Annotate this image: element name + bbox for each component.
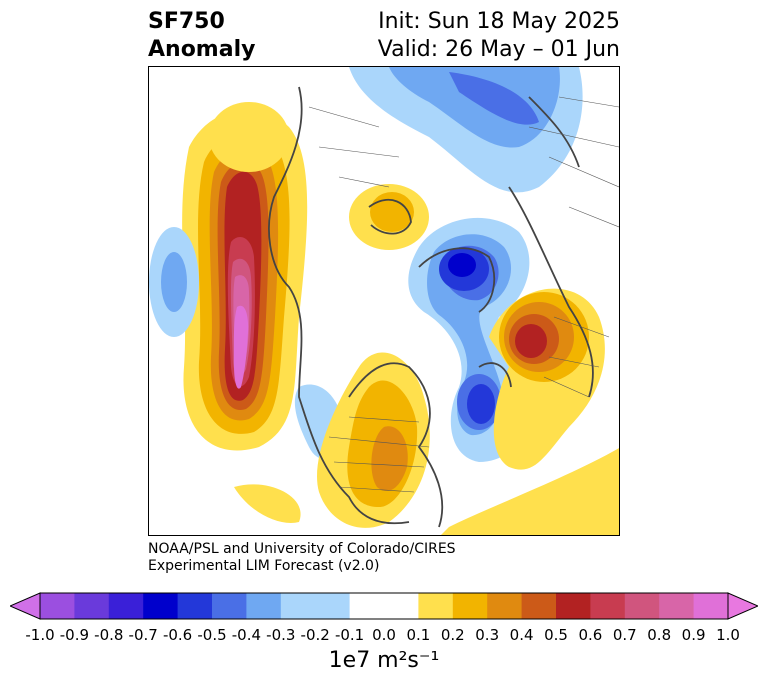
colorbar-tick-label: -0.2 <box>300 626 330 644</box>
title-variable: SF750 <box>148 9 225 34</box>
borders <box>308 96 619 493</box>
colorbar-segment <box>74 593 110 619</box>
map-panel <box>148 66 620 536</box>
colorbar-tick-label: 0.3 <box>475 626 500 644</box>
colorbar-over-arrow <box>727 592 758 620</box>
anomaly-map <box>149 67 619 535</box>
colorbar-tick-label: 0.5 <box>544 626 568 644</box>
colorbar-segment <box>452 593 488 619</box>
positive-anomaly-north-america <box>234 352 619 535</box>
credit-line-1: NOAA/PSL and University of Colorado/CIRE… <box>148 541 456 557</box>
colorbar-segment <box>349 593 385 619</box>
colorbar-boxes <box>10 592 758 620</box>
colorbar-tick-label: -0.3 <box>266 626 296 644</box>
credit-text: NOAA/PSL and University of Colorado/CIRE… <box>148 541 456 575</box>
colorbar-segment <box>693 593 729 619</box>
colorbar-segment <box>590 593 626 619</box>
forecast-dates: Init: Sun 18 May 2025 Valid: 26 May – 01… <box>378 8 620 64</box>
colorbar-segment <box>659 593 695 619</box>
colorbar-under-arrow <box>10 592 41 620</box>
colorbar-segment <box>556 593 591 619</box>
title-kind: Anomaly <box>148 37 256 62</box>
colorbar-tick-label: -0.8 <box>94 626 124 644</box>
colorbar <box>10 592 758 620</box>
negative-anomaly-west-pacific <box>149 227 199 337</box>
colorbar-tick-label: -0.4 <box>231 626 262 644</box>
plot-title: SF750 Anomaly <box>148 8 255 64</box>
colorbar-segment <box>418 593 454 619</box>
init-date: Init: Sun 18 May 2025 <box>378 9 620 34</box>
colorbar-tick-label: 0.8 <box>647 626 672 644</box>
colorbar-tick-label: 0.9 <box>681 626 706 644</box>
colorbar-segment <box>177 593 213 619</box>
positive-anomaly-arctic <box>209 102 429 250</box>
colorbar-tick-label: -0.6 <box>162 626 193 644</box>
colorbar-tick-label: -0.1 <box>334 626 365 644</box>
colorbar-segment <box>143 593 179 619</box>
colorbar-units: 1e7 m²s⁻¹ <box>328 648 440 673</box>
colorbar-tick-label: -0.9 <box>59 626 90 644</box>
colorbar-tick-label: -1.0 <box>25 626 55 644</box>
colorbar-segment <box>624 593 660 619</box>
positive-anomaly-europe <box>489 288 605 470</box>
colorbar-tick-label: -0.7 <box>128 626 158 644</box>
colorbar-ticks: -1.0 -0.9 -0.8 -0.7 -0.6 -0.5 -0.4 -0.3 -0.2 -0.1… <box>0 626 768 646</box>
colorbar-segment <box>315 593 351 619</box>
colorbar-segment <box>487 593 523 619</box>
colorbar-tick-label: 0.0 <box>372 626 396 644</box>
colorbar-segment <box>384 593 419 619</box>
colorbar-segment <box>246 593 282 619</box>
colorbar-tick-label: 0.1 <box>406 626 431 644</box>
valid-date: Valid: 26 May – 01 Jun <box>377 37 620 62</box>
colorbar-tick-label: -0.5 <box>197 626 227 644</box>
colorbar-tick-label: 1.0 <box>716 626 740 644</box>
colorbar-tick-label: 0.2 <box>440 626 465 644</box>
colorbar-segment <box>212 593 247 619</box>
colorbar-segment <box>521 593 557 619</box>
colorbar-tick-label: 0.6 <box>578 626 603 644</box>
colorbar-tick-label: 0.7 <box>612 626 637 644</box>
credit-line-2: Experimental LIM Forecast (v2.0) <box>148 558 380 574</box>
coastlines <box>268 86 594 528</box>
colorbar-segment <box>280 593 316 619</box>
colorbar-tick-label: 0.4 <box>509 626 534 644</box>
colorbar-segment <box>40 593 75 619</box>
negative-anomaly-asia <box>349 67 583 193</box>
colorbar-segment <box>108 593 144 619</box>
